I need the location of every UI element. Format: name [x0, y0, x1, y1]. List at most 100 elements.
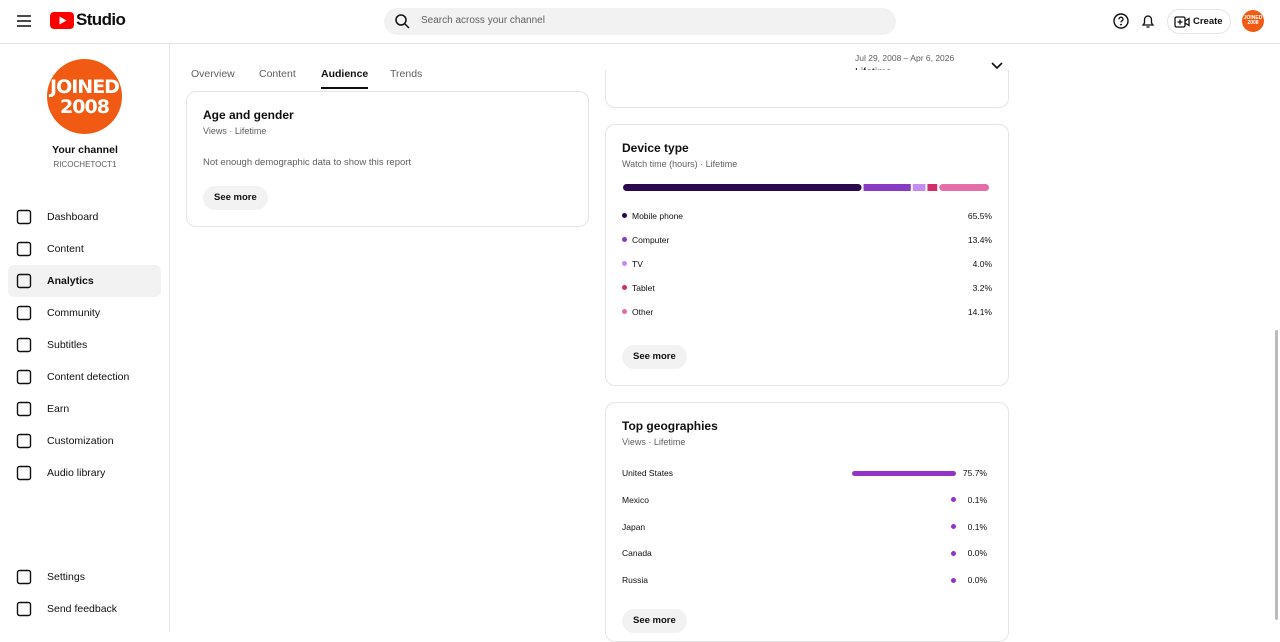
notifications-button[interactable] — [1141, 13, 1155, 29]
bar-segment — [623, 184, 862, 191]
device-value: 3.2% — [972, 283, 992, 293]
bar-segment — [939, 184, 989, 191]
card-subtitle: Views · Lifetime — [622, 437, 686, 447]
see-more-button[interactable]: See more — [622, 609, 687, 633]
device-value: 4.0% — [972, 259, 992, 269]
nav-icon — [16, 369, 32, 385]
avatar-line: 2008 — [60, 96, 110, 118]
country-label: United States — [622, 468, 674, 478]
search-icon — [395, 14, 410, 29]
tab[interactable]: Content — [259, 68, 296, 80]
geo-value: 0.1% — [967, 494, 987, 505]
date-range-dates[interactable]: Jul 29, 2008 – Apr 6, 2026 — [855, 53, 955, 63]
legend-dot — [622, 261, 627, 266]
geo-bar — [951, 577, 956, 583]
date-range-chevron[interactable] — [991, 62, 1003, 70]
device-label: Computer — [632, 235, 670, 245]
see-more-button[interactable]: See more — [203, 186, 268, 210]
device-label: Other — [632, 307, 654, 317]
nav-item[interactable]: Customization — [8, 425, 161, 457]
country-label: Japan — [622, 521, 646, 532]
legend-dot — [622, 237, 627, 242]
geo-bar — [951, 497, 956, 503]
nav-item[interactable]: Earn — [8, 393, 161, 425]
nav-icon — [16, 465, 32, 481]
geo-bar — [852, 470, 956, 476]
card-title: Top geographies — [622, 419, 718, 433]
stacked-bar — [623, 184, 989, 191]
nav-icon — [16, 601, 32, 617]
nav-icon — [16, 305, 32, 321]
card-title: Device type — [622, 141, 689, 155]
legend-dot — [622, 309, 627, 314]
nav-item[interactable]: Content detection — [8, 361, 161, 393]
device-value: 14.1% — [967, 307, 992, 317]
nav-icon — [16, 241, 32, 257]
legend-dot — [622, 213, 627, 218]
age-gender-card: Age and gender Views · Lifetime Not enou… — [186, 91, 589, 227]
card-title: Age and gender — [203, 108, 294, 122]
nav-icon — [16, 337, 32, 353]
tab[interactable]: Overview — [191, 68, 235, 80]
device-label: Tablet — [632, 283, 655, 293]
device-value: 65.5% — [967, 211, 992, 221]
nav-item[interactable]: Subtitles — [8, 329, 161, 361]
geo-bar — [951, 550, 956, 556]
device-value: 13.4% — [967, 235, 992, 245]
legend-dot — [622, 285, 627, 290]
top-geographies-card: Top geographies Views · Lifetime See mor… — [605, 402, 1009, 642]
avatar-line: 2008 — [1247, 20, 1259, 26]
card-subtitle: Views · Lifetime — [203, 126, 267, 136]
avatar-line: JOINED — [1243, 14, 1263, 21]
geo-value: 0.1% — [967, 521, 987, 532]
channel-handle: RICOCHETOCT1 — [53, 160, 117, 169]
avatar-line: JOINED — [50, 76, 120, 98]
nav-item[interactable]: Send feedback — [8, 593, 161, 625]
nav-item[interactable]: Analytics — [8, 265, 161, 297]
bar-segment — [927, 184, 938, 191]
channel-avatar[interactable]: JOINED 2008 — [47, 59, 122, 134]
top-bar: Studio Search across your channel Create… — [0, 0, 1280, 44]
logo-icon[interactable] — [50, 12, 74, 29]
tab[interactable]: Trends — [390, 68, 423, 80]
bar-segment — [863, 184, 911, 191]
country-label: Russia — [622, 575, 648, 586]
channel-title: Your channel — [52, 144, 118, 156]
card-partial — [605, 70, 1009, 108]
geo-value: 75.7% — [962, 468, 987, 478]
nav-item[interactable]: Dashboard — [8, 201, 161, 233]
nav-item[interactable]: Content — [8, 233, 161, 265]
nav-item[interactable]: Settings — [8, 561, 161, 593]
geo-value: 0.0% — [967, 548, 987, 559]
search-placeholder: Search across your channel — [421, 15, 545, 26]
geo-value: 0.0% — [967, 575, 987, 586]
logo-text[interactable]: Studio — [76, 10, 126, 29]
card-subtitle: Watch time (hours) · Lifetime — [622, 159, 738, 169]
create-button[interactable]: Create — [1167, 9, 1231, 34]
empty-message: Not enough demographic data to show this… — [203, 157, 412, 168]
nav-icon — [16, 401, 32, 417]
nav-item[interactable]: Community — [8, 297, 161, 329]
see-more-button[interactable]: See more — [622, 345, 687, 369]
menu-button[interactable] — [17, 14, 31, 28]
account-avatar[interactable]: JOINED 2008 — [1242, 10, 1264, 32]
nav-icon — [16, 209, 32, 225]
nav-icon — [16, 569, 32, 585]
scrollbar-thumb[interactable] — [1275, 330, 1278, 620]
tab[interactable]: Audience — [321, 68, 369, 89]
geo-bar — [951, 524, 956, 530]
country-label: Canada — [622, 548, 652, 559]
nav-icon — [16, 273, 32, 289]
device-label: TV — [632, 259, 643, 269]
nav-icon — [16, 433, 32, 449]
device-type-card: Device type Watch time (hours) · Lifetim… — [605, 124, 1009, 386]
create-icon — [1174, 16, 1190, 28]
create-label: Create — [1193, 16, 1223, 27]
country-label: Mexico — [622, 494, 649, 505]
sidebar: JOINED 2008 Your channel RICOCHETOCT1 Das… — [0, 44, 170, 631]
nav-item[interactable]: Audio library — [8, 457, 161, 489]
help-button[interactable] — [1113, 13, 1129, 29]
search-box[interactable]: Search across your channel — [384, 8, 896, 35]
bar-segment — [912, 184, 926, 191]
